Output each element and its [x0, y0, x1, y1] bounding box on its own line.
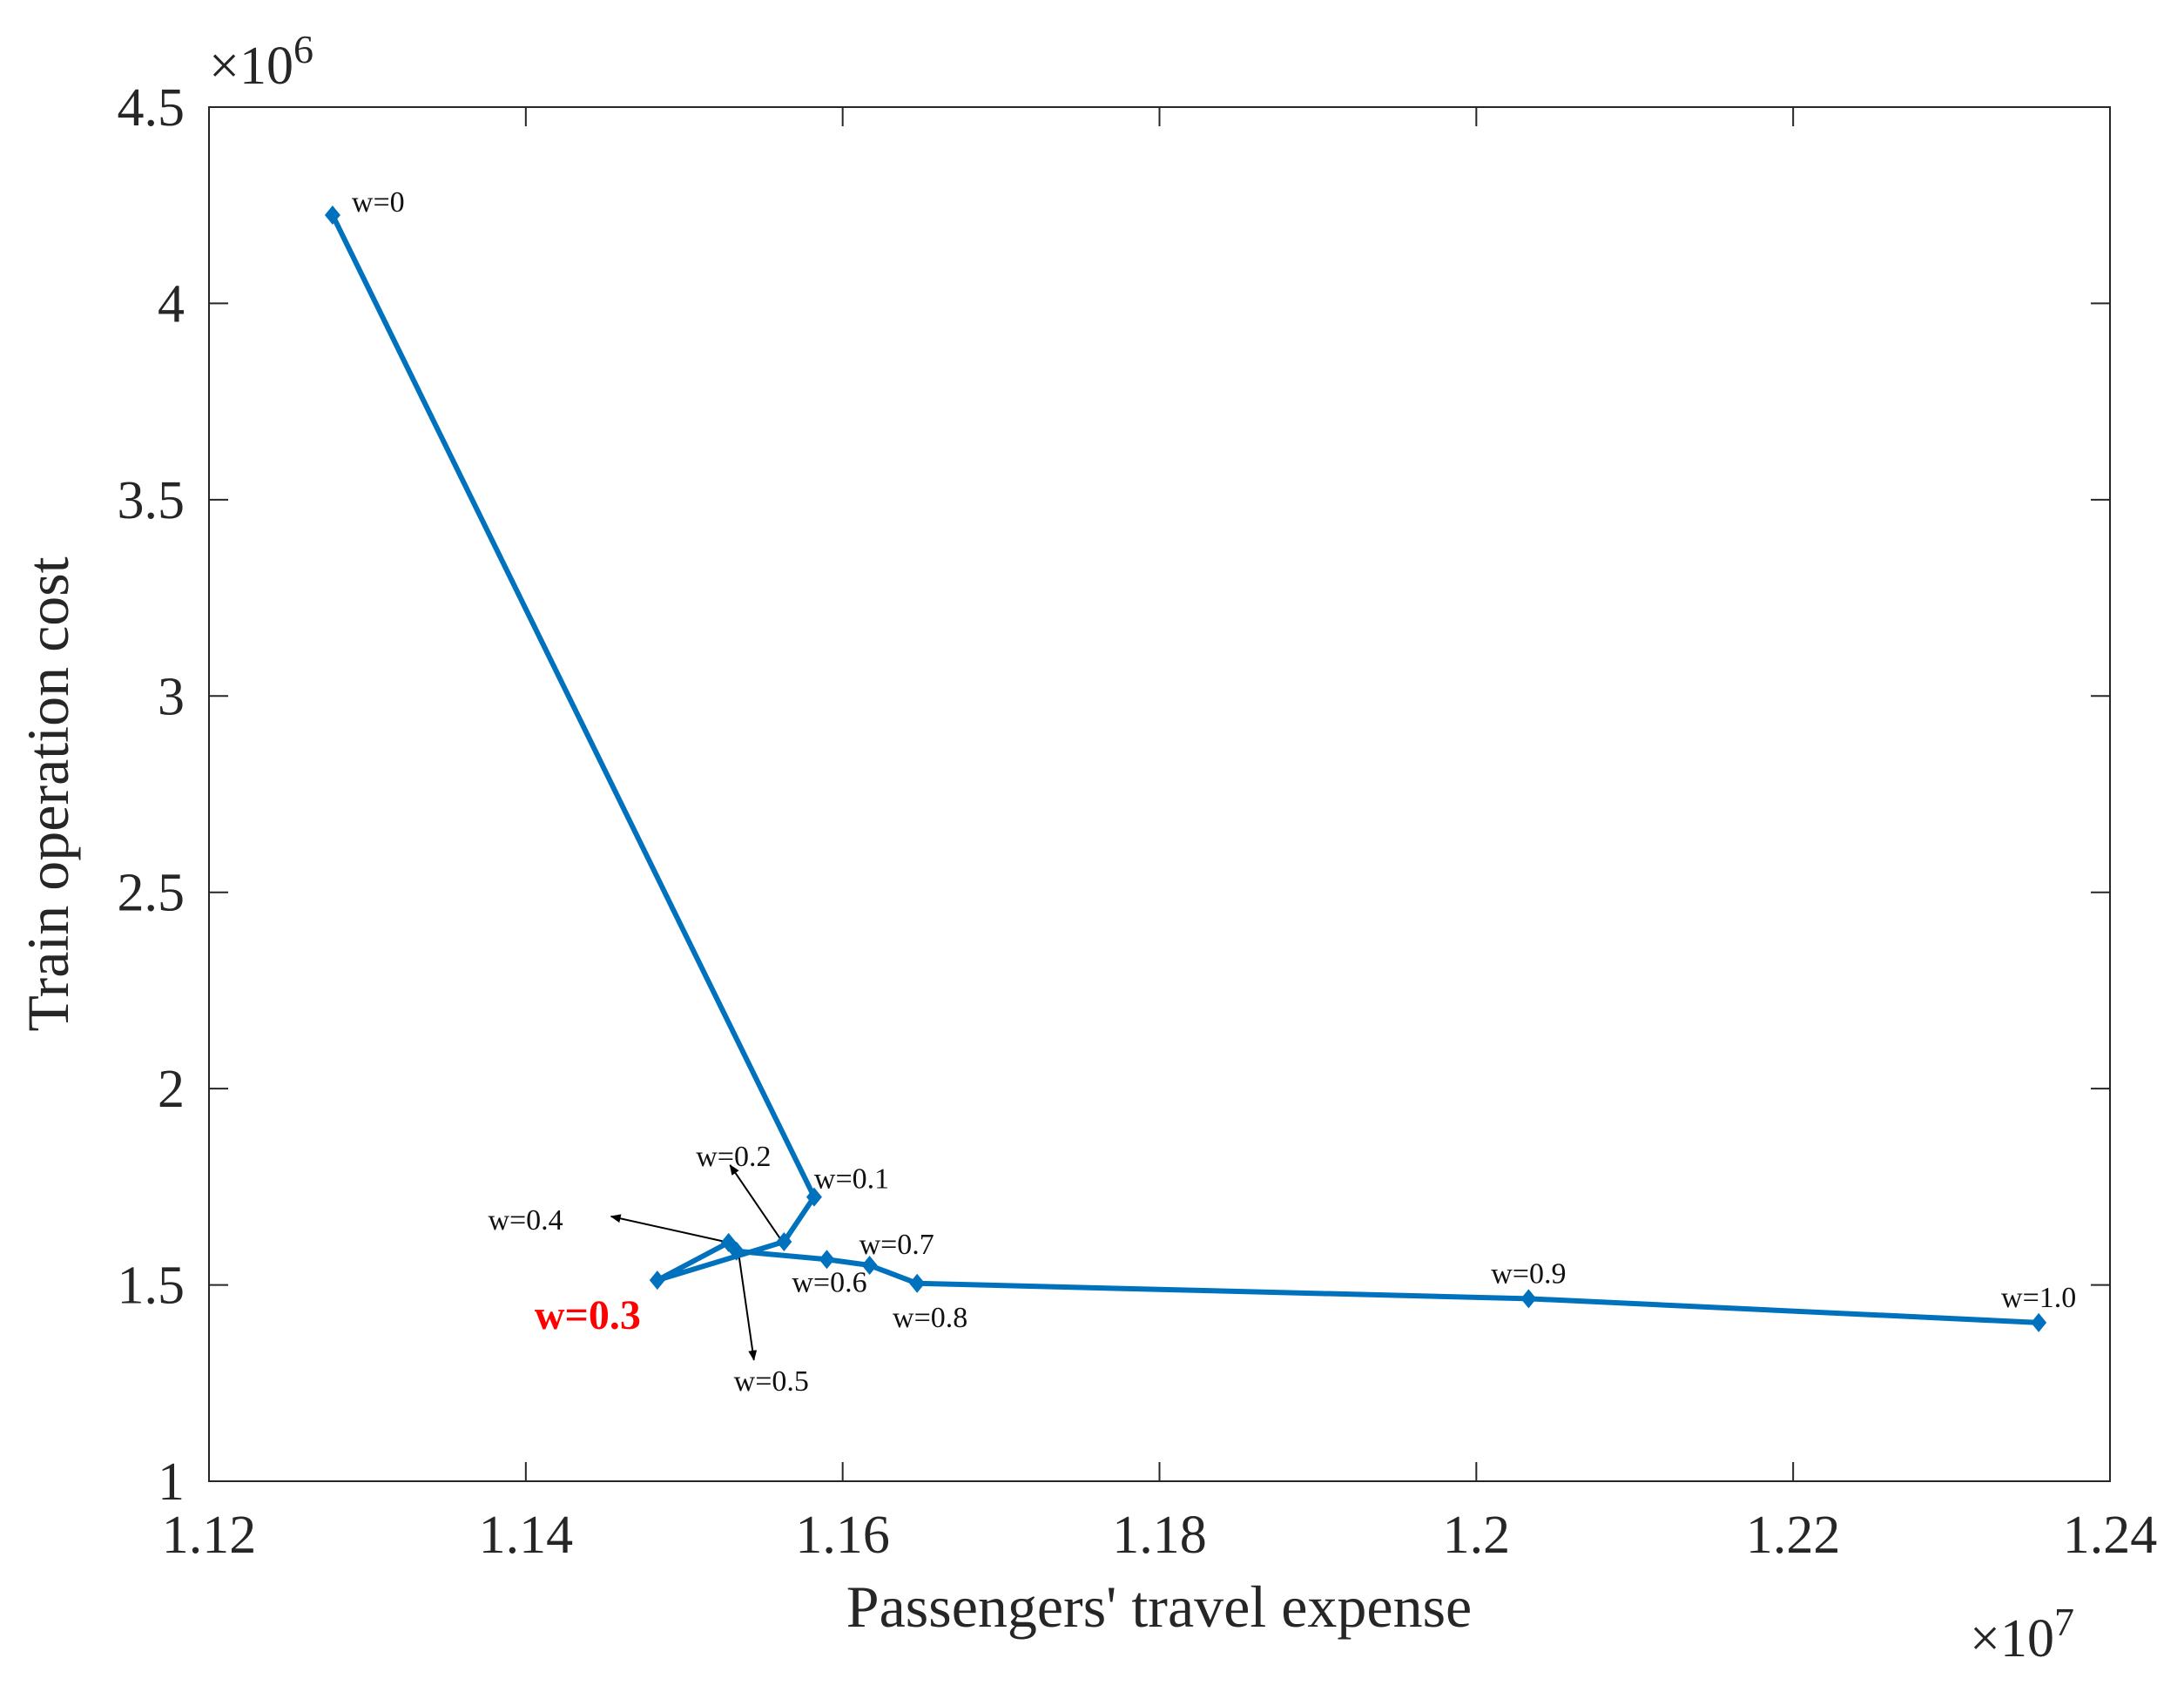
y-tick-labels: 1 1.5 2 2.5 3 3.5 4 4.5	[118, 78, 185, 1512]
annotation-arrow	[610, 1214, 729, 1244]
annotation-arrows	[610, 1164, 784, 1361]
x-tick-label: 1.22	[1746, 1506, 1841, 1565]
point-label: w=0.6	[792, 1266, 866, 1298]
point-label: w=0.7	[859, 1229, 934, 1261]
y-tick-label: 3.5	[118, 471, 185, 530]
y-tick-label: 2	[158, 1060, 185, 1119]
annotation-arrow	[737, 1250, 758, 1361]
y-tick-label: 4.5	[118, 78, 185, 138]
point-label: w=0.1	[814, 1163, 889, 1196]
point-label: w=1.0	[2001, 1282, 2076, 1314]
series-markers	[324, 205, 2047, 1332]
y-axis-title: Train operation cost	[15, 556, 81, 1031]
plot-frame	[208, 106, 2111, 1482]
x-tick-labels: 1.12 1.14 1.16 1.18 1.2 1.22 1.24	[162, 1506, 2158, 1565]
y-tick-label: 2.5	[118, 864, 185, 923]
y-tick-label: 3	[158, 667, 185, 726]
point-label: w=0.5	[734, 1365, 809, 1398]
data-point-marker	[909, 1273, 926, 1293]
y-exponent-label: ×106	[209, 27, 313, 96]
point-label: w=0.8	[893, 1302, 967, 1334]
x-tick-label: 1.14	[479, 1506, 574, 1565]
point-label: w=0	[352, 186, 405, 219]
data-point-marker	[806, 1187, 822, 1207]
point-label: w=0.4	[488, 1204, 563, 1237]
data-point-marker	[1520, 1289, 1537, 1309]
y-tick-label: 4	[158, 274, 185, 334]
x-tick-label: 1.24	[2063, 1506, 2158, 1565]
data-point-marker	[776, 1231, 792, 1251]
x-tick-label: 1.2	[1443, 1506, 1511, 1565]
data-point-marker	[649, 1270, 665, 1291]
data-point-marker	[324, 205, 340, 225]
x-axis-title: Passengers' travel expense	[846, 1574, 1472, 1640]
point-labels: w=0 w=0.1 w=0.2 w=0.3 w=0.4 w=0.5 w=0.6 w=0.7 w=…	[352, 186, 2076, 1398]
axis-ticks	[208, 106, 2111, 1482]
x-tick-label: 1.18	[1112, 1506, 1207, 1565]
data-point-marker	[728, 1241, 745, 1261]
y-tick-label: 1.5	[118, 1257, 185, 1316]
y-tick-label: 1	[158, 1452, 185, 1512]
x-tick-label: 1.12	[162, 1506, 257, 1565]
x-tick-label: 1.16	[795, 1506, 890, 1565]
data-point-marker	[2031, 1312, 2047, 1332]
series-line	[330, 213, 2039, 1325]
data-point-marker	[861, 1256, 878, 1276]
x-exponent-label: ×107	[1970, 1600, 2074, 1668]
annotation-arrow	[729, 1164, 784, 1243]
point-label: w=0.9	[1491, 1257, 1566, 1290]
point-label: w=0.2	[696, 1141, 771, 1173]
data-point-marker	[819, 1250, 835, 1270]
point-label: w=0.3	[535, 1292, 641, 1338]
